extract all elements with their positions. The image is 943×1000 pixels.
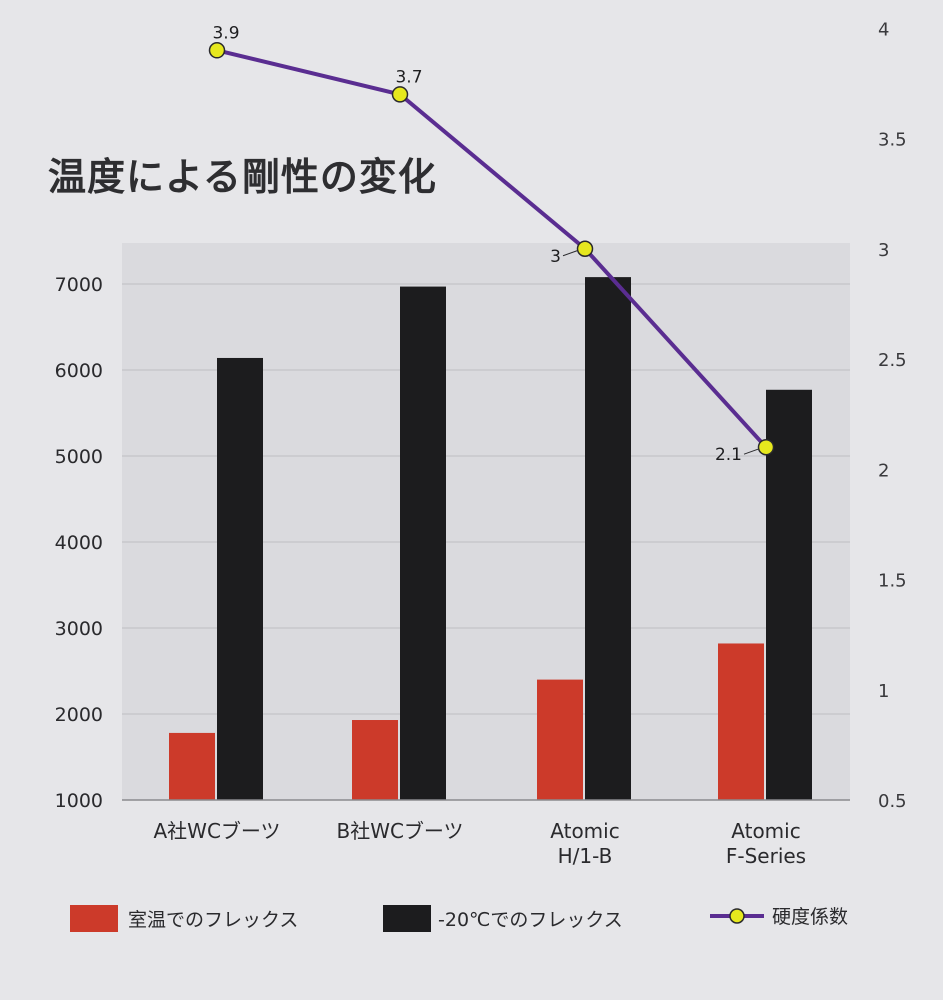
bar-minus20 <box>217 357 263 800</box>
y-left-tick-label: 5000 <box>55 446 103 468</box>
category-label: A社WCブーツ <box>153 819 280 843</box>
bar-room-temp <box>169 732 215 800</box>
legend-marker-hardness <box>729 908 745 924</box>
y-axis-left: 1000 2000 3000 4000 5000 6000 7000 <box>55 274 103 812</box>
legend-label: 室温でのフレックス <box>128 909 298 931</box>
bar-minus20 <box>766 389 812 800</box>
hardness-marker <box>208 42 226 59</box>
y-right-tick-label: 1.5 <box>878 571 907 592</box>
data-label-leader <box>743 448 759 455</box>
y-left-tick-label: 3000 <box>55 618 103 640</box>
bar-room-temp <box>352 720 398 800</box>
y-right-tick-label: 2.5 <box>878 350 907 371</box>
bar-minus20 <box>585 277 631 800</box>
category-label: H/1-B <box>558 844 613 868</box>
data-label: 2.1 <box>715 445 742 465</box>
legend-swatch-minus20 <box>383 905 431 932</box>
bar-room-temp <box>718 643 764 800</box>
hardness-marker <box>391 86 409 103</box>
data-label: 3.9 <box>212 23 239 43</box>
bar-minus20 <box>400 286 446 801</box>
y-left-tick-label: 6000 <box>55 360 103 382</box>
y-right-tick-label: 2 <box>878 460 889 481</box>
data-label: 3 <box>550 247 561 267</box>
legend-label: -20℃でのフレックス <box>438 909 623 931</box>
y-right-tick-label: 1 <box>878 681 889 702</box>
y-left-tick-label: 1000 <box>55 790 103 812</box>
bars <box>169 277 812 801</box>
category-label: F-Series <box>726 844 806 868</box>
hardness-marker <box>576 240 594 257</box>
data-label: 3.7 <box>395 67 422 87</box>
category-label: B社WCブーツ <box>336 819 463 843</box>
y-left-tick-label: 7000 <box>55 274 103 296</box>
y-left-tick-label: 4000 <box>55 532 103 554</box>
category-label: Atomic <box>731 819 800 843</box>
y-axis-right: 0.5 1 1.5 2 2.5 3 3.5 4 <box>878 19 907 812</box>
hardness-line: 3.9 3.7 3 2.1 <box>208 23 775 465</box>
y-right-tick-label: 3 <box>878 240 889 261</box>
category-label: Atomic <box>550 819 619 843</box>
bar-room-temp <box>537 679 583 800</box>
chart-title: 温度による剛性の変化 <box>48 155 437 199</box>
y-left-tick-label: 2000 <box>55 704 103 726</box>
data-label-leader <box>562 250 578 257</box>
y-right-tick-label: 4 <box>878 19 889 40</box>
hardness-line-path <box>216 48 768 449</box>
hardness-marker <box>757 438 775 456</box>
y-right-tick-label: 3.5 <box>878 130 907 151</box>
legend: 室温でのフレックス -20℃でのフレックス 硬度係数 <box>70 905 848 932</box>
y-right-tick-label: 0.5 <box>878 791 907 812</box>
legend-swatch-room-temp <box>70 905 118 932</box>
legend-label: 硬度係数 <box>772 906 848 928</box>
